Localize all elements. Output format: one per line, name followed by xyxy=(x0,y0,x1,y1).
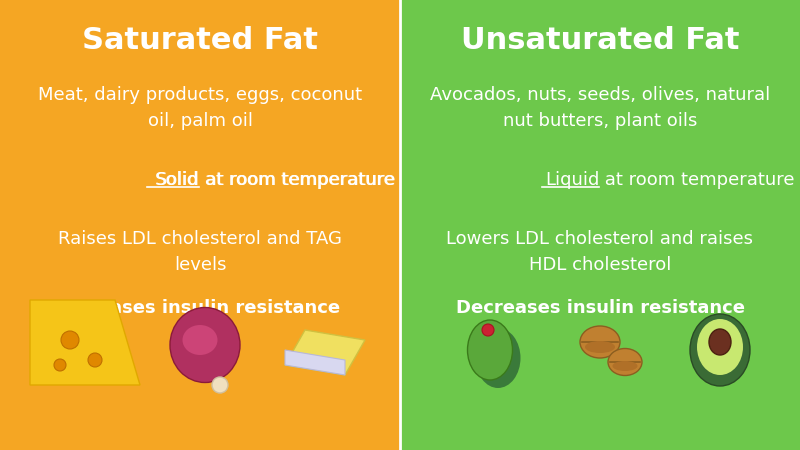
Ellipse shape xyxy=(709,329,731,355)
Text: Meat, dairy products, eggs, coconut
oil, palm oil: Meat, dairy products, eggs, coconut oil,… xyxy=(38,86,362,130)
Polygon shape xyxy=(285,350,345,375)
Ellipse shape xyxy=(467,320,513,380)
Text: Solid: Solid xyxy=(156,171,200,189)
Text: at room temperature: at room temperature xyxy=(200,171,395,189)
Text: Solid at room temperature: Solid at room temperature xyxy=(80,171,320,189)
Text: Solid: Solid xyxy=(155,171,199,189)
Text: Lowers LDL cholesterol and raises
HDL cholesterol: Lowers LDL cholesterol and raises HDL ch… xyxy=(446,230,754,274)
Ellipse shape xyxy=(585,341,615,353)
Polygon shape xyxy=(30,300,140,385)
Ellipse shape xyxy=(690,314,750,386)
Ellipse shape xyxy=(170,307,240,382)
Ellipse shape xyxy=(475,328,521,388)
Ellipse shape xyxy=(613,361,638,371)
Text: Avocados, nuts, seeds, olives, natural
nut butters, plant oils: Avocados, nuts, seeds, olives, natural n… xyxy=(430,86,770,130)
Circle shape xyxy=(54,359,66,371)
Text: Liquid: Liquid xyxy=(545,171,599,189)
Circle shape xyxy=(88,353,102,367)
Ellipse shape xyxy=(580,326,620,358)
Text: Decreases insulin resistance: Decreases insulin resistance xyxy=(455,299,745,317)
Text: Unsaturated Fat: Unsaturated Fat xyxy=(461,26,739,55)
Ellipse shape xyxy=(182,325,218,355)
Text: Raises LDL cholesterol and TAG
levels: Raises LDL cholesterol and TAG levels xyxy=(58,230,342,274)
Circle shape xyxy=(212,377,228,393)
Bar xyxy=(0,0,400,450)
Text: at room temperature: at room temperature xyxy=(199,171,394,189)
Text: Increases insulin resistance: Increases insulin resistance xyxy=(59,299,341,317)
Polygon shape xyxy=(285,330,365,375)
Ellipse shape xyxy=(697,319,743,375)
Text: Saturated Fat: Saturated Fat xyxy=(82,26,318,55)
Ellipse shape xyxy=(608,348,642,375)
Bar xyxy=(400,0,800,450)
Text: at room temperature: at room temperature xyxy=(599,171,794,189)
Circle shape xyxy=(61,331,79,349)
Circle shape xyxy=(482,324,494,336)
